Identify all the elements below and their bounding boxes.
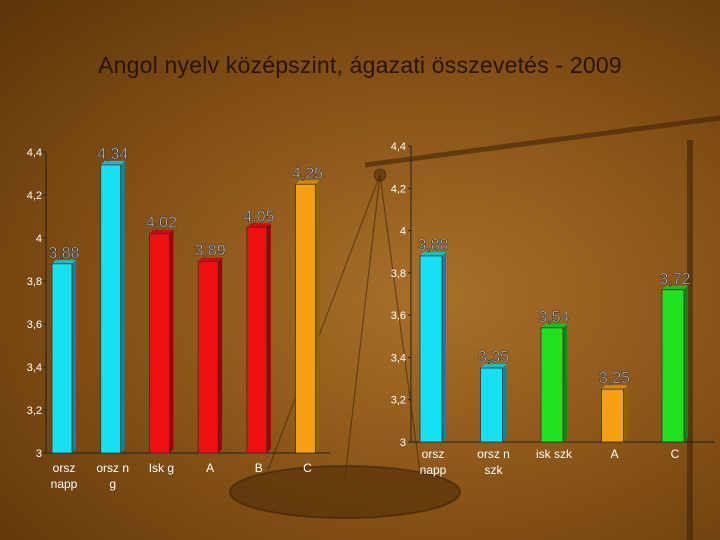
y-tick-label: 4,2 — [391, 183, 406, 195]
category-label: Isk g — [149, 461, 174, 475]
category-label: napp — [420, 463, 447, 477]
bar-side — [120, 160, 125, 453]
bar-top — [198, 257, 223, 262]
bar-top — [480, 364, 507, 368]
bar-side — [563, 323, 567, 442]
y-tick-label: 3,4 — [27, 362, 42, 374]
category-label: orsz n — [477, 447, 510, 461]
data-label: 3,72 — [659, 271, 690, 288]
category-label: orsz — [422, 447, 445, 461]
bar — [100, 164, 122, 454]
bar — [148, 233, 170, 454]
data-label: 4,34 — [97, 146, 128, 163]
bar-side — [442, 251, 446, 442]
bar-top — [246, 223, 271, 228]
y-tick-label: 3 — [400, 437, 406, 449]
category-label: B — [255, 461, 263, 475]
data-label: 4,05 — [243, 208, 274, 225]
bar-side — [169, 229, 174, 453]
category-label: C — [671, 447, 680, 461]
page-title: Angol nyelv középszint, ágazati összevet… — [98, 52, 622, 78]
y-tick-label: 3,2 — [27, 405, 42, 417]
bar — [197, 261, 219, 454]
y-tick-label: 3,2 — [391, 395, 406, 407]
bar-side — [502, 364, 507, 442]
y-tick-label: 4,4 — [391, 141, 406, 153]
bar-side — [72, 259, 76, 453]
bar — [419, 255, 443, 443]
data-label: 4,25 — [292, 165, 323, 182]
y-tick-label: 3 — [36, 448, 42, 460]
category-label: orsz n — [96, 461, 129, 475]
bar — [51, 263, 73, 454]
bar-top — [662, 285, 688, 290]
bar — [246, 226, 268, 454]
chart-2: 3 3,2 3,4 3,6 3,8 4 4,2 4,4 3,88 orsz napp 3,35 orsz… — [391, 141, 715, 477]
data-label: 3,88 — [48, 245, 79, 262]
category-label: szk — [485, 463, 504, 477]
category-label: A — [206, 461, 214, 475]
bar-top — [100, 160, 125, 165]
bar-top — [601, 385, 628, 390]
bar-side — [218, 257, 223, 453]
data-label: 3,89 — [195, 243, 226, 260]
bar — [601, 388, 624, 443]
y-tick-label: 3,4 — [391, 352, 406, 364]
data-label: 4,02 — [146, 215, 177, 232]
y-tick-label: 4,4 — [27, 147, 42, 159]
bar-top — [541, 323, 567, 328]
bar-top — [295, 180, 320, 185]
y-tick-label: 4,2 — [27, 190, 42, 202]
category-label: A — [610, 447, 618, 461]
y-tick-label: 4 — [36, 233, 42, 245]
bar — [661, 289, 685, 443]
bar-side — [315, 180, 320, 453]
category-label: g — [109, 477, 116, 491]
bar — [480, 367, 503, 443]
category-label: orsz — [53, 461, 76, 475]
y-tick-label: 3,6 — [391, 310, 406, 322]
bar-side — [266, 223, 271, 453]
category-label: isk szk — [536, 447, 573, 461]
y-tick-label: 4 — [400, 226, 406, 238]
data-label: 3,54 — [538, 309, 569, 326]
data-label: 3,25 — [599, 370, 630, 387]
category-label: C — [303, 461, 312, 475]
bar — [540, 327, 564, 443]
bar — [295, 183, 316, 454]
y-tick-label: 3,8 — [27, 276, 42, 288]
chart-1: 3 3,2 3,4 3,6 3,8 4 4,2 4,4 3,88 orsz napp 4,34 orsz… — [27, 146, 330, 491]
bar-side — [623, 385, 628, 442]
category-label: napp — [51, 477, 78, 491]
y-tick-label: 3,8 — [391, 268, 406, 280]
bar-top — [149, 229, 174, 234]
y-tick-label: 3,6 — [27, 319, 42, 331]
data-label: 3,35 — [478, 349, 509, 366]
bar-top — [52, 259, 76, 264]
data-label: 3,88 — [417, 237, 448, 254]
bar-side — [684, 285, 688, 442]
bar-top — [420, 251, 446, 256]
